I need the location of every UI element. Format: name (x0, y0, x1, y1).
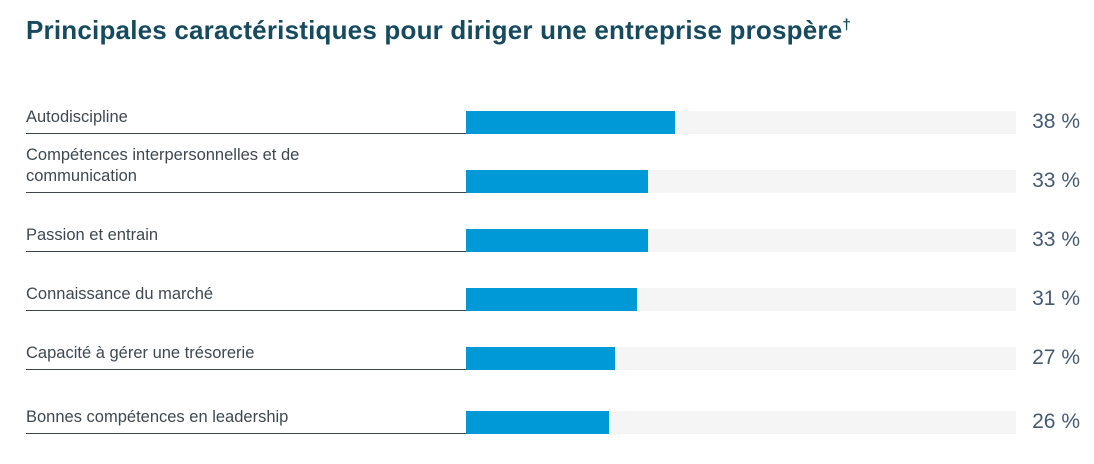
category-label-cell: Passion et entrain (26, 225, 466, 252)
chart-row: Connaissance du marché 31 % (26, 252, 1094, 311)
footnote-marker: † (842, 16, 851, 34)
value-label: 27 % (1032, 346, 1080, 369)
chart-title-text: Principales caractéristiques pour dirige… (26, 15, 843, 45)
value-label: 33 % (1032, 228, 1080, 251)
bar-fill (466, 411, 609, 434)
bar-track (466, 170, 1016, 193)
chart-row: Compétences interpersonnelles et de comm… (26, 134, 1094, 193)
category-label: Bonnes compétences en leadership (26, 408, 289, 426)
bar-track (466, 111, 1016, 134)
category-label: Passion et entrain (26, 226, 159, 244)
category-label: Capacité à gérer une trésorerie (26, 344, 255, 362)
category-label: Autodiscipline (26, 108, 128, 126)
bar-chart: Autodiscipline 38 % Compétences interper… (26, 75, 1094, 434)
bar-fill (466, 229, 648, 252)
bar-track (466, 347, 1016, 370)
bar-fill (466, 111, 675, 134)
category-label: Connaissance du marché (26, 285, 214, 303)
chart-row: Bonnes compétences en leadership 26 % (26, 375, 1094, 434)
bar-fill (466, 170, 648, 193)
bar-track (466, 288, 1016, 311)
bar-track (466, 229, 1016, 252)
value-label: 31 % (1032, 287, 1080, 310)
value-label: 26 % (1032, 410, 1080, 433)
category-label-cell: Connaissance du marché (26, 284, 466, 311)
category-label-cell: Compétences interpersonnelles et de comm… (26, 145, 466, 193)
chart-row: Passion et entrain 33 % (26, 193, 1094, 252)
chart-row: Capacité à gérer une trésorerie 27 % (26, 311, 1094, 370)
category-label-cell: Capacité à gérer une trésorerie (26, 343, 466, 370)
category-label-cell: Bonnes compétences en leadership (26, 407, 466, 434)
bar-fill (466, 347, 615, 370)
value-label: 38 % (1032, 110, 1080, 133)
bar-track (466, 411, 1016, 434)
chart-title: Principales caractéristiques pour dirige… (26, 13, 1094, 47)
category-label: Compétences interpersonnelles et de comm… (26, 146, 300, 185)
category-label-cell: Autodiscipline (26, 107, 466, 134)
bar-fill (466, 288, 637, 311)
chart-row: Autodiscipline 38 % (26, 75, 1094, 134)
value-label: 33 % (1032, 169, 1080, 192)
